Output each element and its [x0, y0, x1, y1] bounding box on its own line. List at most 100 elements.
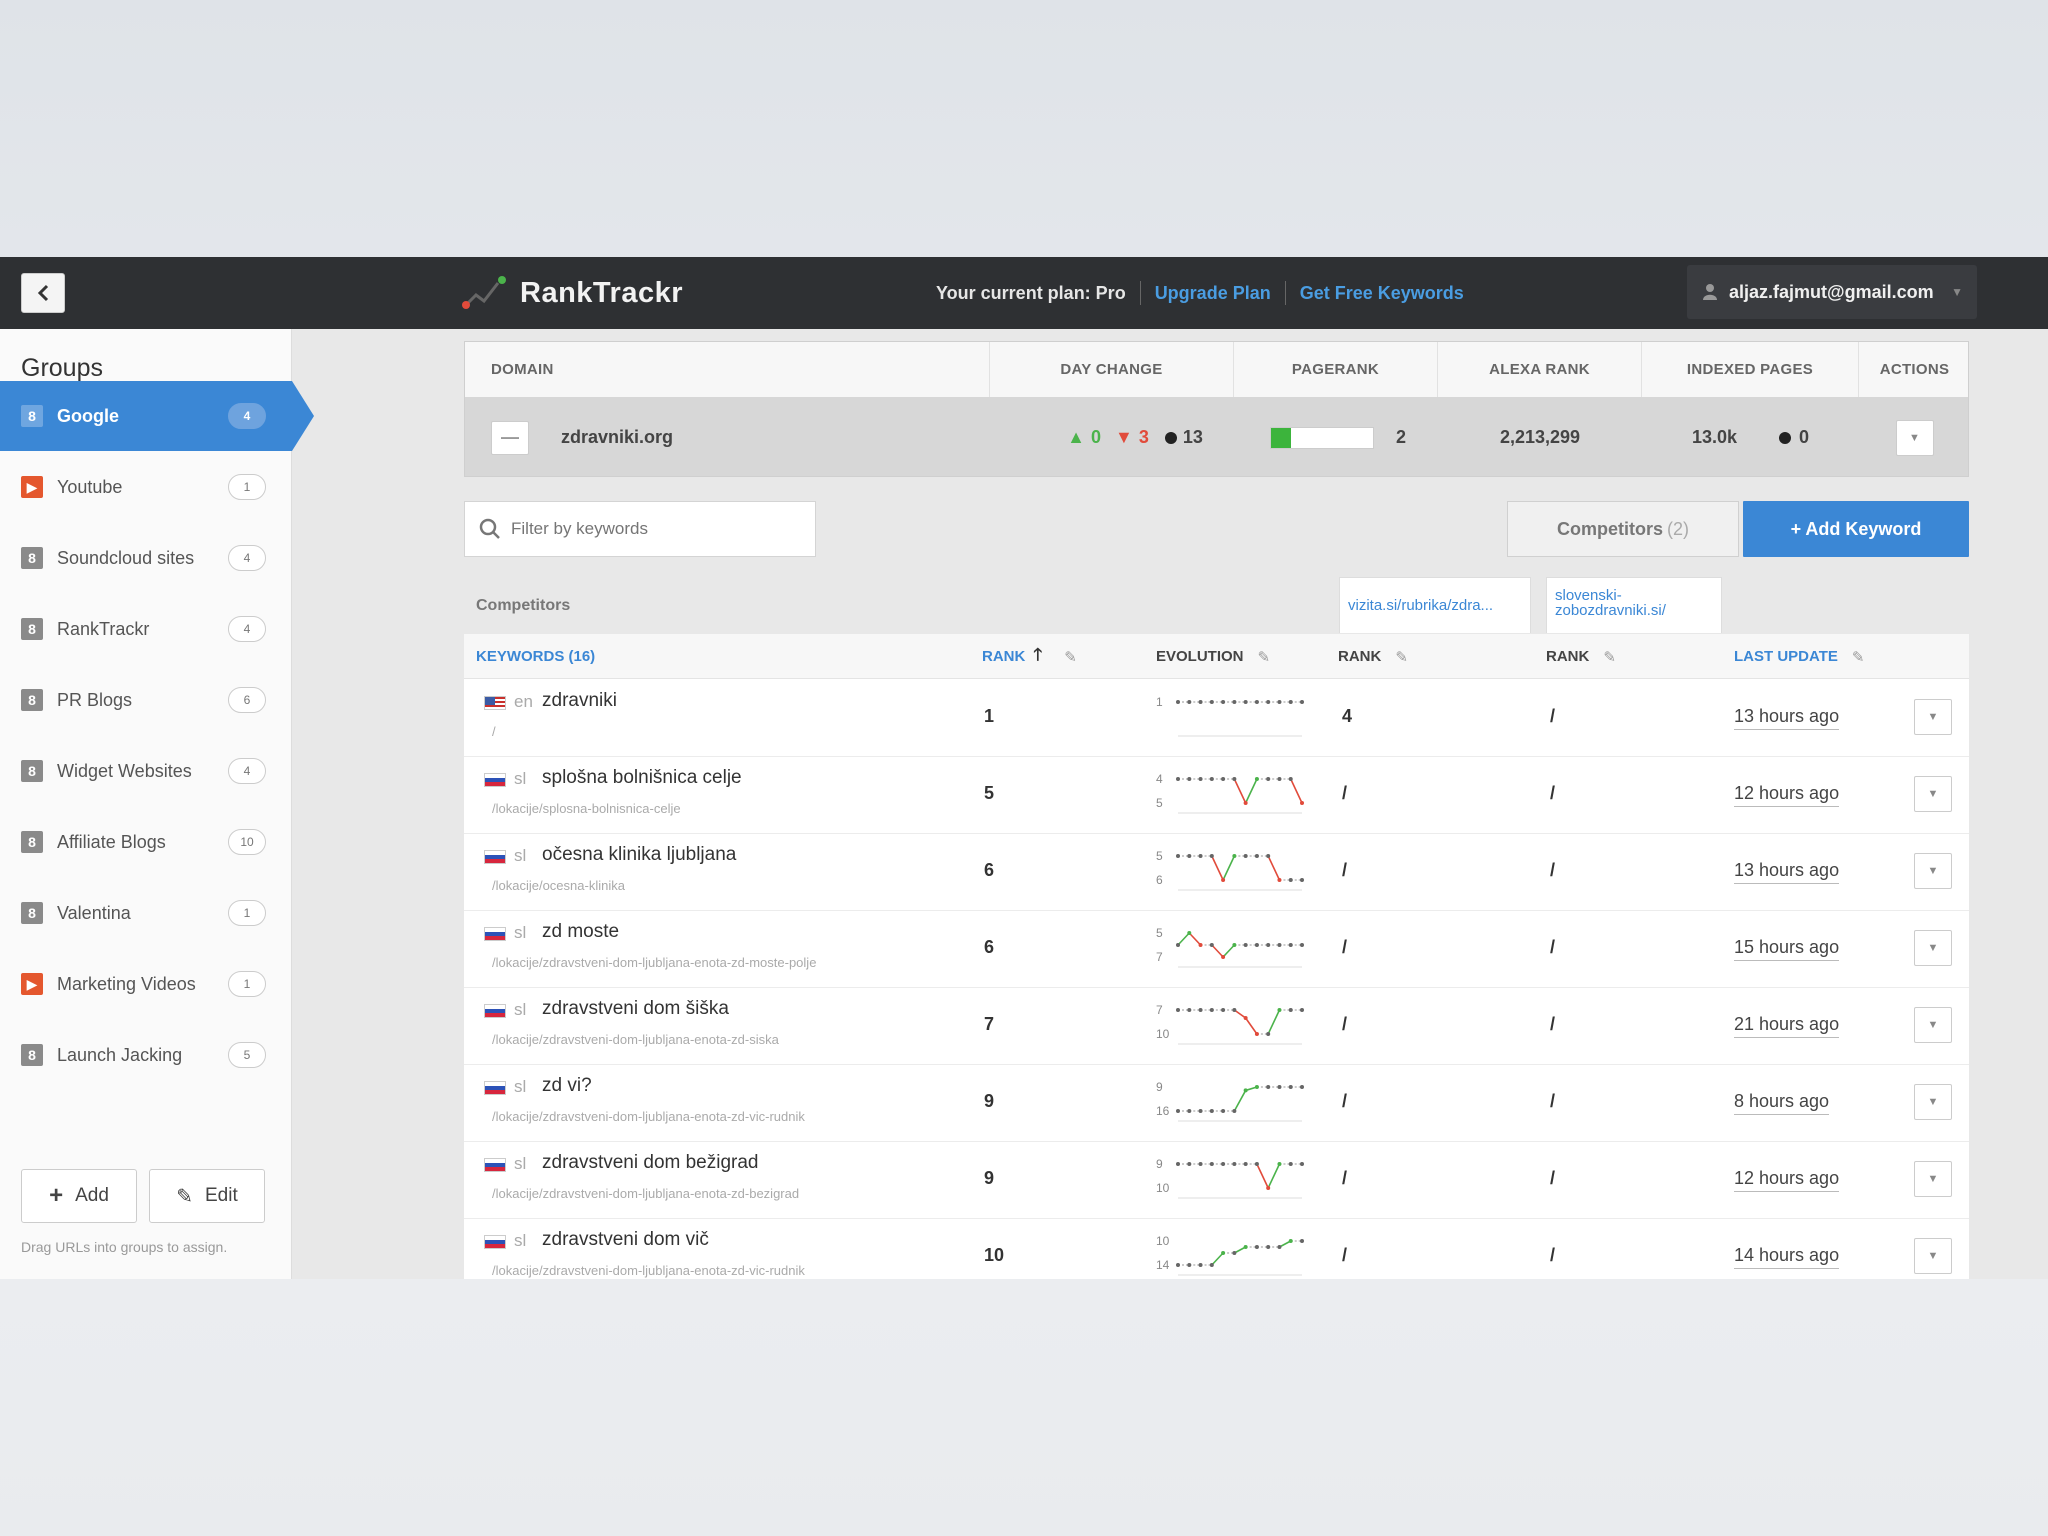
evolution-point: [1209, 700, 1214, 704]
last-update[interactable]: 12 hours ago: [1734, 1168, 1840, 1192]
divider: [1284, 281, 1286, 305]
pencil-icon[interactable]: ✎: [1851, 648, 1865, 666]
keyword-url: /lokacije/zdravstveni-dom-ljubljana-enot…: [492, 1032, 779, 1047]
keyword-actions-dropdown[interactable]: ▼: [1914, 776, 1952, 812]
collapse-button[interactable]: —: [491, 420, 529, 455]
evolution-point: [1254, 700, 1259, 704]
evolution-top-label: 1: [1156, 695, 1163, 709]
evolution-point: [1176, 1263, 1180, 1267]
sidebar-group-item[interactable]: 8 Widget Websites 4: [0, 736, 292, 806]
evolution-top-label: 9: [1156, 1157, 1163, 1171]
pencil-icon[interactable]: ✎: [1257, 648, 1271, 666]
pencil-icon[interactable]: ✎: [1064, 648, 1077, 666]
day-change-cell: ▲ 0 ▼ 3 13: [1040, 397, 1230, 478]
keyword-text: zd moste: [542, 921, 620, 942]
flag-icon: [484, 850, 506, 864]
free-keywords-link[interactable]: Get Free Keywords: [1299, 282, 1464, 303]
evolution-point: [1300, 700, 1304, 704]
competitor-tab-slovenski[interactable]: slovenski-zobozdravniki.si/: [1546, 577, 1722, 633]
evolution-point: [1198, 854, 1203, 858]
evolution-sparkline: 10 14: [1156, 1234, 1304, 1276]
keyword-actions-dropdown[interactable]: ▼: [1914, 853, 1952, 889]
keyword-actions-dropdown[interactable]: ▼: [1914, 1238, 1952, 1274]
evolution-point: [1187, 777, 1192, 781]
evolution-point: [1277, 777, 1282, 781]
sidebar-group-item[interactable]: ▶ Youtube 1: [0, 452, 292, 522]
competitor-rank-1: /: [1342, 783, 1348, 803]
last-update[interactable]: 12 hours ago: [1734, 783, 1840, 807]
google-icon: 8: [21, 902, 43, 924]
google-icon: 8: [21, 831, 43, 853]
keyword-row[interactable]: sl zdravstveni dom bežigrad/lokacije/zdra…: [464, 1142, 1969, 1219]
sidebar-group-count: 4: [228, 758, 266, 784]
last-update[interactable]: 21 hours ago: [1734, 1014, 1840, 1038]
evolution-point: [1254, 1085, 1259, 1089]
filter-keywords-input[interactable]: [511, 519, 801, 539]
sidebar-group-item[interactable]: 8 Soundcloud sites 4: [0, 523, 292, 593]
last-update[interactable]: 8 hours ago: [1734, 1091, 1830, 1115]
keyword-row[interactable]: sl zd moste/lokacije/zdravstveni-dom-ljub…: [464, 911, 1969, 988]
competitor-rank-1: /: [1342, 1091, 1348, 1111]
evolution-point: [1176, 1162, 1180, 1166]
evolution-point: [1187, 700, 1192, 704]
keyword-row[interactable]: sl zdravstveni dom šiška/lokacije/zdravst…: [464, 988, 1969, 1065]
domain-row[interactable]: — zdravniki.org ▲ 0 ▼ 3 13 2 2,213,299: [465, 397, 1968, 478]
evolution-sparkline: 57: [1156, 926, 1304, 968]
sidebar-group-item[interactable]: 8 Launch Jacking 5: [0, 1020, 292, 1090]
sidebar-group-item[interactable]: 8 Google 4: [0, 381, 314, 451]
keyword-row[interactable]: sl zdravstveni dom vič/lokacije/zdravstve…: [464, 1219, 1969, 1279]
keyword-actions-dropdown[interactable]: ▼: [1914, 930, 1952, 966]
add-keyword-button[interactable]: + Add Keyword: [1743, 501, 1969, 557]
competitor-tab-vizita[interactable]: vizita.si/rubrika/zdra...: [1339, 577, 1531, 633]
user-menu[interactable]: aljaz.fajmut@gmail.com ▼: [1687, 265, 1977, 319]
flag-icon: [484, 927, 506, 941]
upgrade-plan-link[interactable]: Upgrade Plan: [1154, 282, 1271, 303]
sidebar-group-item[interactable]: 8 Valentina 1: [0, 878, 292, 948]
evolution-bottom-label: 10: [1156, 1181, 1170, 1195]
evolution-point: [1266, 854, 1271, 858]
edit-group-button[interactable]: ✎ Edit: [149, 1169, 265, 1223]
last-update[interactable]: 13 hours ago: [1734, 860, 1840, 884]
sidebar-group-item[interactable]: 8 PR Blogs 6: [0, 665, 292, 735]
keyword-actions-dropdown[interactable]: ▼: [1914, 1084, 1952, 1120]
google-icon: 8: [21, 618, 43, 640]
domain-actions-dropdown[interactable]: ▼: [1895, 419, 1934, 456]
pencil-icon[interactable]: ✎: [1395, 648, 1408, 666]
evolution-point: [1277, 878, 1282, 882]
plan-bar: Your current plan: Pro Upgrade Plan Get …: [936, 281, 1464, 305]
evolution-point: [1243, 1245, 1248, 1249]
keyword-row[interactable]: sl zd vi? /lokacije/zdravstveni-dom-ljublj…: [464, 1065, 1969, 1142]
competitors-button[interactable]: Competitors (2): [1507, 501, 1739, 557]
keyword-text: zdravstveni dom vič: [542, 1229, 709, 1250]
col-rank[interactable]: RANK 🡑 ✎: [982, 634, 1077, 679]
sidebar-group-item[interactable]: 8 RankTrackr 4: [0, 594, 292, 664]
evolution-point: [1288, 1085, 1293, 1089]
keyword-url: /lokacije/ocesna-klinika: [492, 878, 625, 893]
keyword-url: /lokacije/zdravstveni-dom-ljubljana-enot…: [492, 1263, 805, 1278]
sidebar-group-item[interactable]: ▶ Marketing Videos 1: [0, 949, 292, 1019]
evolution-point: [1232, 1162, 1237, 1166]
last-update[interactable]: 13 hours ago: [1734, 706, 1840, 730]
app-logo[interactable]: RankTrackr: [462, 271, 683, 315]
competitor-rank-2: /: [1550, 860, 1556, 880]
sidebar-group-item[interactable]: 8 Affiliate Blogs 10: [0, 807, 292, 877]
keyword-actions-dropdown[interactable]: ▼: [1914, 699, 1952, 735]
col-keywords[interactable]: KEYWORDS (16): [476, 634, 595, 679]
groups-title: Groups: [21, 354, 103, 382]
pencil-icon[interactable]: ✎: [1603, 648, 1616, 666]
keyword-actions-dropdown[interactable]: ▼: [1914, 1161, 1952, 1197]
last-update[interactable]: 14 hours ago: [1734, 1245, 1840, 1269]
keyword-url: /lokacije/zdravstveni-dom-ljubljana-enot…: [492, 1109, 805, 1124]
keyword-actions-dropdown[interactable]: ▼: [1914, 1007, 1952, 1043]
last-update[interactable]: 15 hours ago: [1734, 937, 1840, 961]
add-group-button[interactable]: + Add: [21, 1169, 137, 1223]
pencil-icon: ✎: [176, 1185, 193, 1208]
keyword-row[interactable]: sl splošna bolnišnica celje/lokacije/splo…: [464, 757, 1969, 834]
back-button[interactable]: [21, 273, 65, 313]
col-last-update[interactable]: LAST UPDATE ✎: [1734, 634, 1864, 679]
keyword-row[interactable]: sl očesna klinika ljubljana/lokacije/oces…: [464, 834, 1969, 911]
keyword-row[interactable]: en zdravniki / 1 1 4 / 13 hours ago ▼: [464, 680, 1969, 757]
keyword-text: splošna bolnišnica celje: [542, 767, 742, 788]
chevron-down-icon: ▼: [1927, 1019, 1939, 1031]
evolution-point: [1243, 1016, 1248, 1020]
